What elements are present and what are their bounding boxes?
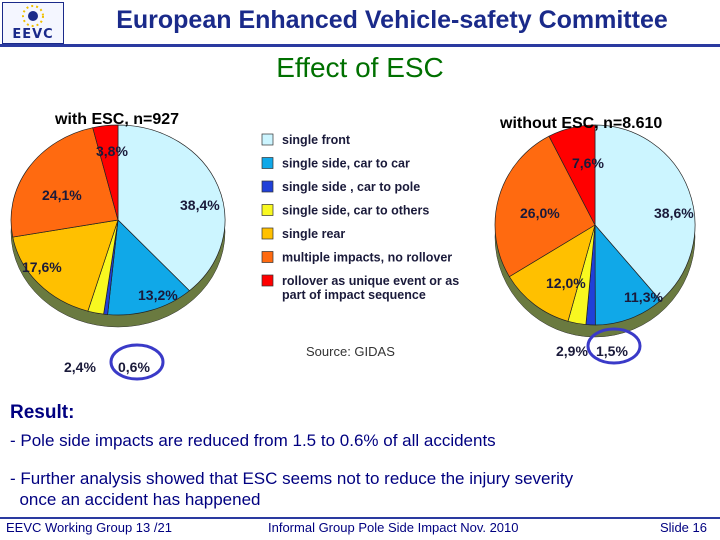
pie-without-esc-slice-multiple-impacts-no-rollover [494,135,596,278]
pie-without-esc-highlight-ring [586,327,642,365]
result-heading: Result: [10,402,75,423]
slide-title: Effect of ESC [276,52,444,83]
result-bullet-2-line-2: once an accident has happened [10,490,261,509]
legend-label-multiple-impacts-no-rollover: multiple impacts, no rollover [282,251,452,265]
legend-label-single-side-car-to-car: single side, car to car [282,157,410,171]
pie-without-esc-slice-single-side-car-to-car [594,224,661,326]
footer-center: Informal Group Pole Side Impact Nov. 201… [268,520,519,535]
legend-label-rollover-as-unique-event-or-as-part-of-impact-sequence-line-2: part of impact sequence [282,288,426,302]
chart-legend: single front single side, car to car singl… [261,133,459,302]
pie-with-esc-slice-single-side-car-to-car [107,219,190,316]
legend-label-single-side-car-to-others: single side, car to others [282,204,429,218]
source-label: Source: GIDAS [306,344,395,359]
pie-with-esc-value-label-4: 2,4% [64,359,96,375]
header-title: European Enhanced Vehicle-safety Committ… [116,6,668,34]
pie-without-esc-value-label-1: 38,6% [654,205,694,221]
legend-swatch-single-side-car-to-car [261,157,274,169]
pie-with-esc-slice-single-rear [12,219,119,312]
result-bullet-1-line-1: - Pole side impacts are reduced from 1.5… [10,431,496,450]
pie-with-esc-value-label-6: 24,1% [42,187,82,203]
legend-swatch-single-side-car-to-pole [261,180,274,193]
pie-with-esc-highlight-ring [109,343,165,381]
pie-without-esc-value-label-7: 7,6% [572,155,604,171]
pie-with-esc-value-label-7: 3,8% [96,143,128,159]
pie-with-esc-slice-multiple-impacts-no-rollover [10,127,119,238]
legend-label-rollover-as-unique-event-or-as-part-of-impact-sequence-line-1: rollover as unique event or as [282,274,459,288]
pie-without-esc-slice-rollover-as-unique-event-or-as-part-of-impact-sequence [548,124,596,226]
pie-without-esc-value-label-2: 11,3% [624,289,663,305]
pie-without-esc-value-label-6: 26,0% [520,205,560,221]
pie-with-esc-value-label-5: 17,6% [22,259,62,275]
footer-left: EEVC Working Group 13 /21 [6,520,172,535]
logo-text: EEVC [12,27,54,42]
footer-divider [0,517,720,519]
pie-with-esc-slice-rollover-as-unique-event-or-as-part-of-impact-sequence [92,124,119,221]
pie-without-esc: 38,6% 11,3% 1,5% 2,9% 12,0% 26,0% 7,6% without … [494,115,696,365]
legend-label-single-front: single front [282,133,351,147]
logo-star-ring [22,5,44,27]
eevc-logo: EEVC [2,2,64,44]
pie-without-esc-slice-single-front [594,124,696,302]
legend-swatch-single-front [261,133,274,146]
pie-with-esc: 38,4% 13,2% 0,6% 2,4% 17,6% 24,1% 3,8% with ESC… [10,111,226,381]
legend-swatch-single-side-car-to-others [261,204,274,216]
pie-with-esc-value-label-3: 0,6% [118,359,150,375]
legend-label-single-rear: single rear [282,227,345,241]
legend-swatch-single-rear [261,227,274,240]
result-bullet-1: - Pole side impacts are reduced from 1.5… [10,430,496,451]
pie-without-esc-slice-single-rear [508,224,596,322]
pie-with-esc-slice-single-front [117,124,226,292]
pie-with-esc-title: with ESC, n=927 [54,111,179,128]
pie-with-esc-value-label-1: 38,4% [180,197,220,213]
pie-with-esc-value-label-2: 13,2% [138,287,178,303]
result-bullet-2-line-1: - Further analysis showed that ESC seems… [10,469,574,488]
legend-swatch-rollover-as-unique-event-or-as-part-of-impact-sequence [261,274,274,287]
legend-label-single-side-car-to-pole: single side , car to pole [282,180,420,194]
legend-swatch-multiple-impacts-no-rollover [261,251,274,263]
header-divider [0,44,720,47]
pie-without-esc-title: without ESC, n=8.610 [499,115,662,132]
esc-pie-charts: 38,4% 13,2% 0,6% 2,4% 17,6% 24,1% 3,8% with ESC… [10,111,696,381]
pie-without-esc-value-label-4: 2,9% [556,343,588,359]
slide-header: EEVC European Enhanced Vehicle-safety Co… [0,0,720,44]
pie-without-esc-value-label-5: 12,0% [546,275,586,291]
footer-right: Slide 16 [660,520,707,535]
pie-without-esc-value-label-3: 1,5% [596,343,628,359]
result-bullet-2: - Further analysis showed that ESC seems… [10,468,573,510]
